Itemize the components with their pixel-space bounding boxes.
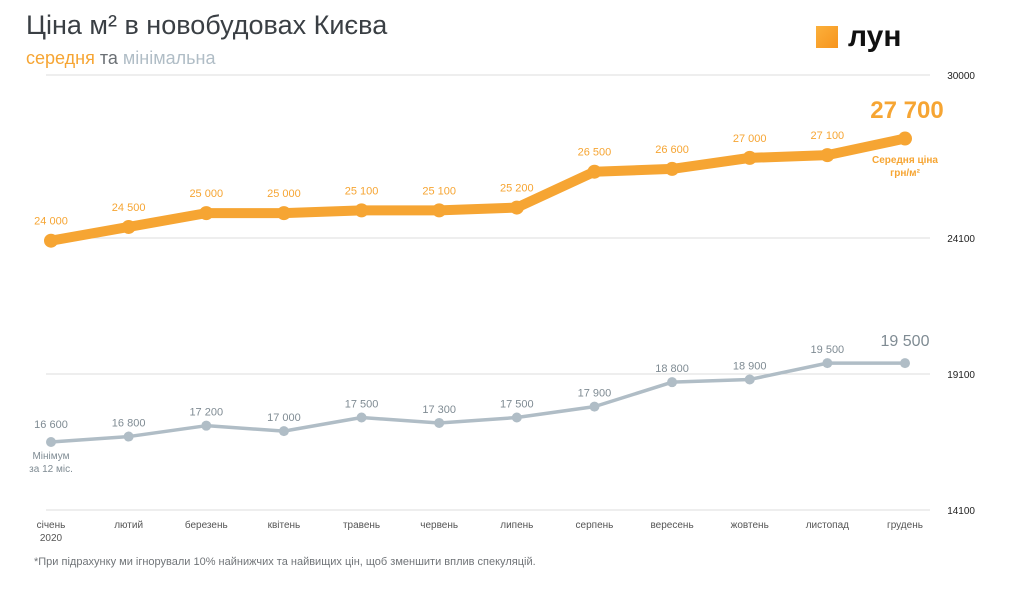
average-price-line (46, 133, 910, 246)
minimum-data-label: 17 300 (422, 404, 456, 416)
average-point (898, 131, 912, 146)
average-point (665, 161, 680, 176)
y-tick-label: 30000 (947, 71, 975, 82)
average-data-label: 24 000 (34, 216, 68, 228)
average-data-label: 26 500 (578, 147, 612, 159)
average-data-label: 24 500 (112, 202, 146, 214)
y-tick-label: 24100 (947, 234, 975, 245)
chart-subtitle: середня та мінімальна (26, 48, 215, 69)
average-point (44, 233, 58, 248)
x-tick-sublabel: 2020 (40, 533, 63, 544)
minimum-point (744, 374, 755, 385)
average-point (276, 206, 291, 221)
x-tick-label: квітень (268, 520, 301, 531)
average-data-label: 25 000 (189, 188, 223, 200)
minimum-point (278, 426, 289, 437)
average-point (587, 164, 602, 179)
average-data-label: 25 200 (500, 183, 534, 195)
average-data-label: 26 600 (655, 144, 689, 156)
average-point (742, 150, 757, 165)
minimum-data-label: 17 900 (578, 388, 612, 400)
average-point (199, 206, 214, 221)
minimum-data-label: 18 900 (733, 360, 767, 372)
x-tick-label: листопад (806, 520, 849, 531)
average-data-label: 25 100 (422, 185, 456, 197)
subtitle-average: середня (26, 48, 95, 68)
x-tick-label: липень (500, 520, 533, 531)
x-tick-label: лютий (114, 520, 143, 531)
minimum-point (589, 401, 600, 412)
average-point (820, 148, 835, 163)
x-tick-label: січень (37, 520, 66, 531)
average-point (354, 203, 369, 218)
y-tick-label: 14100 (947, 506, 975, 517)
subtitle-and: та (99, 48, 118, 68)
subtitle-minimum: мінімальна (122, 48, 216, 68)
minimum-data-label: 17 200 (189, 407, 223, 419)
minimum-point (356, 412, 367, 423)
x-tick-label: вересень (650, 520, 693, 531)
minimum-series-note: Мінімум (32, 451, 69, 462)
minimum-point (123, 431, 134, 442)
logo-square-icon (816, 26, 838, 48)
minimum-point (46, 437, 56, 447)
average-point (509, 200, 524, 215)
x-tick-label: травень (343, 520, 380, 531)
average-point (432, 203, 447, 218)
footnote: *При підрахунку ми ігнорували 10% найниж… (34, 556, 536, 568)
minimum-price-line (49, 361, 907, 444)
minimum-point (822, 358, 833, 369)
x-tick-label: жовтень (731, 520, 769, 531)
minimum-series-note: за 12 міс. (29, 464, 73, 475)
lun-logo: лун (816, 22, 901, 52)
y-tick-label: 19100 (947, 370, 975, 381)
average-series-note: грн/м² (890, 168, 920, 179)
average-data-label: 27 100 (811, 130, 845, 142)
minimum-point (434, 417, 445, 428)
minimum-last-value: 19 500 (881, 333, 930, 350)
minimum-point (201, 420, 212, 431)
page-title: Ціна м² в новобудовах Києва (26, 10, 388, 40)
logo-text: лун (848, 20, 902, 53)
minimum-data-label: 18 800 (655, 363, 689, 375)
x-tick-label: березень (185, 519, 228, 531)
x-tick-label: червень (420, 520, 458, 531)
minimum-point (900, 358, 910, 369)
minimum-data-label: 19 500 (811, 344, 845, 356)
minimum-point (511, 412, 522, 423)
minimum-point (667, 377, 678, 388)
minimum-data-label: 17 500 (345, 399, 379, 411)
average-data-label: 25 100 (345, 185, 379, 197)
average-data-label: 25 000 (267, 188, 301, 200)
minimum-data-label: 16 600 (34, 419, 68, 431)
average-series-note: Середня ціна (872, 155, 938, 166)
average-data-label: 27 000 (733, 133, 767, 145)
minimum-data-label: 16 800 (112, 418, 146, 430)
x-tick-label: грудень (887, 520, 923, 531)
x-tick-label: серпень (576, 520, 614, 531)
average-last-value: 27 700 (870, 97, 943, 124)
minimum-data-label: 17 500 (500, 399, 534, 411)
minimum-data-label: 17 000 (267, 412, 301, 424)
average-point (121, 219, 136, 234)
